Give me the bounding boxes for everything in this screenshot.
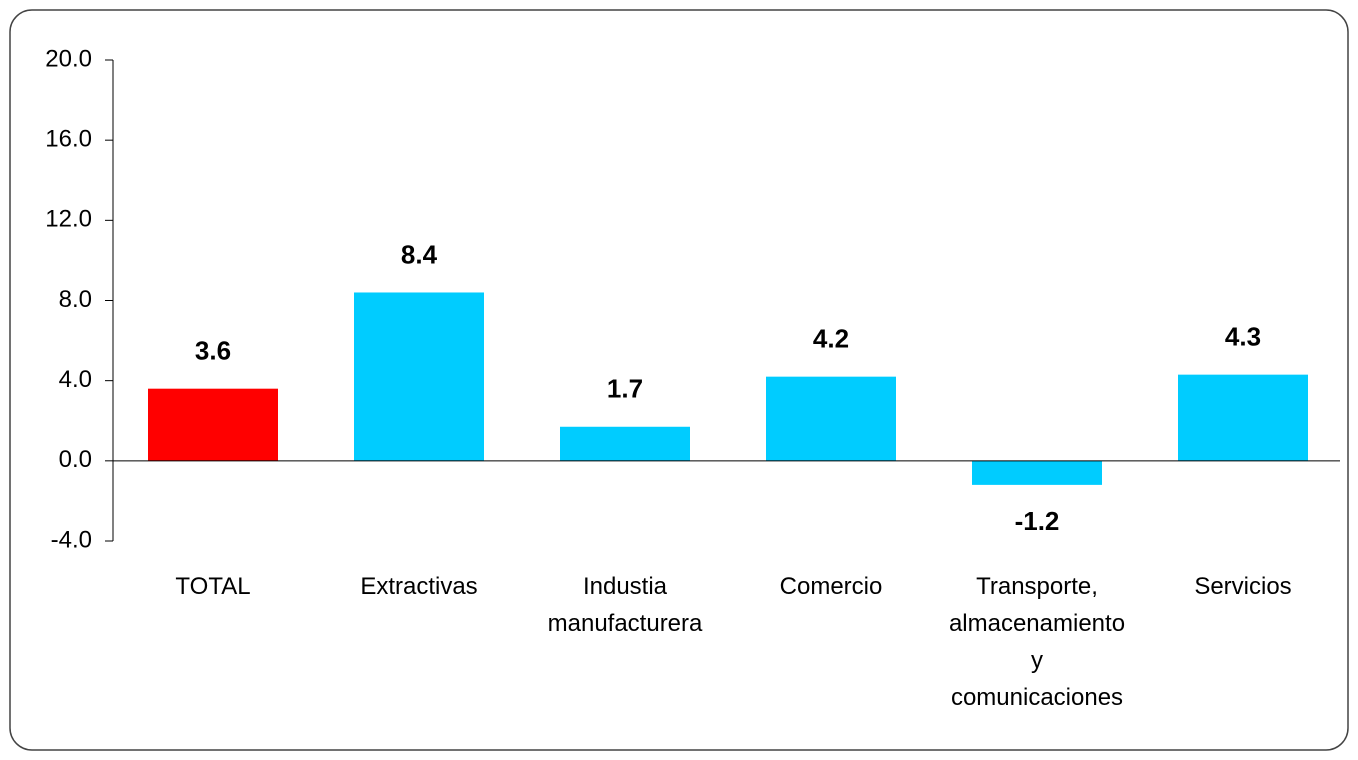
- x-tick-label: Servicios: [1194, 573, 1292, 600]
- value-label: 3.6: [195, 336, 231, 366]
- y-tick-label: 4.0: [59, 366, 92, 393]
- y-tick-label: -4.0: [51, 526, 92, 553]
- bar: [354, 292, 484, 461]
- y-tick-label: 20.0: [45, 45, 92, 72]
- value-label: -1.2: [1015, 506, 1060, 536]
- y-tick-label: 16.0: [45, 126, 92, 153]
- bar: [148, 388, 278, 461]
- bar: [1178, 374, 1308, 461]
- value-label: 4.3: [1225, 322, 1261, 352]
- x-tick-label: Industia manufacturera: [547, 573, 703, 637]
- bar: [560, 426, 690, 461]
- x-tick-label: Comercio: [779, 573, 883, 600]
- chart-frame: [9, 9, 1349, 751]
- bar: [766, 376, 896, 461]
- y-tick-label: 0.0: [59, 446, 92, 473]
- value-label: 1.7: [607, 374, 643, 404]
- x-tick-label: TOTAL: [175, 573, 251, 600]
- x-tick-label: Transporte, almacenamiento y comunicacio…: [948, 573, 1126, 711]
- y-tick-label: 8.0: [59, 286, 92, 313]
- y-tick-label: 12.0: [45, 206, 92, 233]
- x-tick-label: Extractivas: [360, 573, 478, 600]
- value-label: 4.2: [813, 324, 849, 354]
- bar: [972, 460, 1102, 485]
- value-label: 8.4: [401, 239, 438, 269]
